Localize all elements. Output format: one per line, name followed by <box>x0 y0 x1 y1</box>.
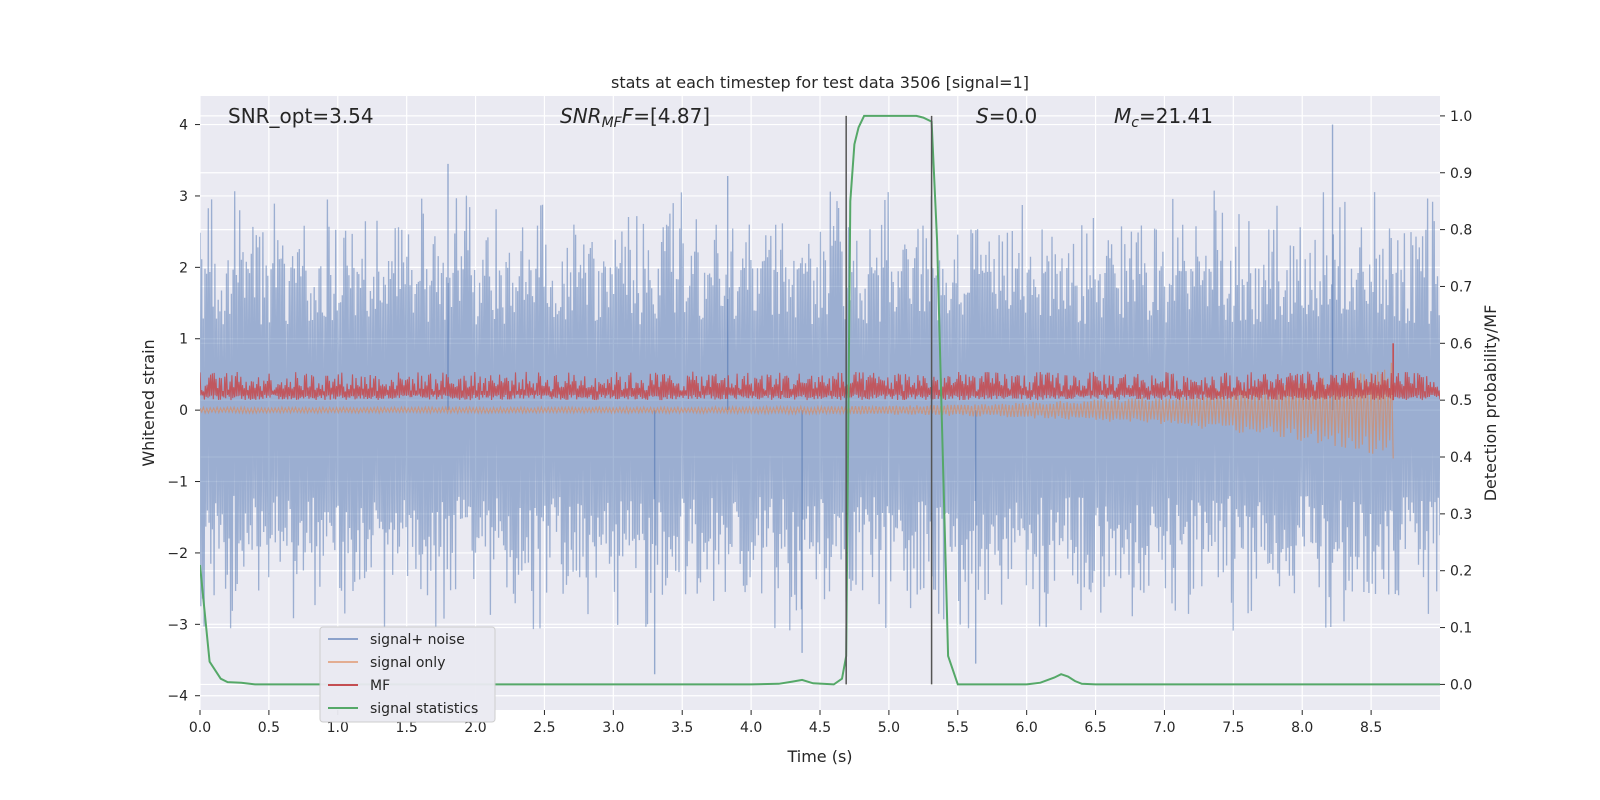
annotation-snr-mf: SNRMFF=[4.87] <box>560 104 710 131</box>
annotation-s-value: =0.0 <box>989 104 1038 128</box>
y-tick-label-right: 0.1 <box>1450 621 1472 637</box>
legend-label-mf: MF <box>370 678 390 694</box>
x-tick-label: 3.0 <box>602 720 624 736</box>
series-mf <box>200 371 1440 401</box>
y-tick-label-left: −4 <box>167 689 188 705</box>
annotation-snr-opt: SNR_opt=3.54 <box>228 104 374 128</box>
y-axis-label-right: Detection probability/MF <box>1481 305 1500 502</box>
x-tick-label: 5.5 <box>947 720 969 736</box>
annotation-mc: Mc=21.41 <box>1114 104 1213 131</box>
x-tick-label: 0.5 <box>258 720 280 736</box>
legend-label-signal-statistics: signal statistics <box>370 701 478 717</box>
annotation-snr-mf-base: SNR <box>560 104 602 128</box>
annotation-snr-mf-value: =[4.87] <box>633 104 710 128</box>
y-tick-label-right: 1.0 <box>1450 109 1472 125</box>
y-tick-label-right: 0.4 <box>1450 450 1472 466</box>
annotation-mc-value: =21.41 <box>1139 104 1213 128</box>
y-tick-label-right: 0.5 <box>1450 393 1472 409</box>
x-tick-label: 4.5 <box>809 720 831 736</box>
y-tick-label-left: −2 <box>167 546 188 562</box>
y-tick-label-left: −3 <box>167 617 188 633</box>
annotation-snr-mf-sub: MF <box>602 115 623 131</box>
x-tick-label: 7.5 <box>1222 720 1244 736</box>
x-tick-label: 7.0 <box>1153 720 1175 736</box>
x-tick-label: 6.5 <box>1084 720 1106 736</box>
x-tick-label: 2.5 <box>533 720 555 736</box>
y-tick-label-right: 0.8 <box>1450 223 1472 239</box>
y-tick-label-right: 0.9 <box>1450 166 1472 182</box>
y-tick-label-left: 4 <box>179 118 188 134</box>
annotation-s-var: S <box>976 104 989 128</box>
y-tick-label-left: −1 <box>167 475 188 491</box>
y-tick-label-left: 0 <box>179 403 188 419</box>
chart-title: stats at each timestep for test data 350… <box>611 73 1029 92</box>
x-tick-label: 5.0 <box>878 720 900 736</box>
y-tick-label-right: 0.6 <box>1450 336 1472 352</box>
x-tick-label: 4.0 <box>740 720 762 736</box>
y-tick-label-right: 0.3 <box>1450 507 1472 523</box>
y-tick-label-left: 3 <box>179 189 188 205</box>
y-tick-label-right: 0.0 <box>1450 677 1472 693</box>
annotation-s: S=0.0 <box>976 104 1037 128</box>
legend: signal+ noise signal only MF signal stat… <box>319 626 496 723</box>
x-tick-label: 6.0 <box>1016 720 1038 736</box>
x-tick-label: 1.0 <box>327 720 349 736</box>
x-axis-label: Time (s) <box>786 747 852 766</box>
x-tick-label: 2.0 <box>464 720 486 736</box>
x-tick-label: 8.5 <box>1360 720 1382 736</box>
y-tick-label-left: 1 <box>179 332 188 348</box>
y-tick-label-right: 0.2 <box>1450 564 1472 580</box>
y-tick-label-right: 0.7 <box>1450 279 1472 295</box>
x-tick-label: 1.5 <box>396 720 418 736</box>
y-axis-label-left: Whitened strain <box>139 339 158 466</box>
legend-label-signal-noise: signal+ noise <box>370 632 465 648</box>
annotation-mc-base: M <box>1114 104 1131 128</box>
legend-label-signal-only: signal only <box>370 655 445 671</box>
x-tick-label: 0.0 <box>189 720 211 736</box>
y-tick-label-left: 2 <box>179 260 188 276</box>
x-tick-label: 3.5 <box>671 720 693 736</box>
annotation-mc-sub: c <box>1131 115 1139 131</box>
x-tick-label: 8.0 <box>1291 720 1313 736</box>
series-signal-only <box>200 362 1394 459</box>
